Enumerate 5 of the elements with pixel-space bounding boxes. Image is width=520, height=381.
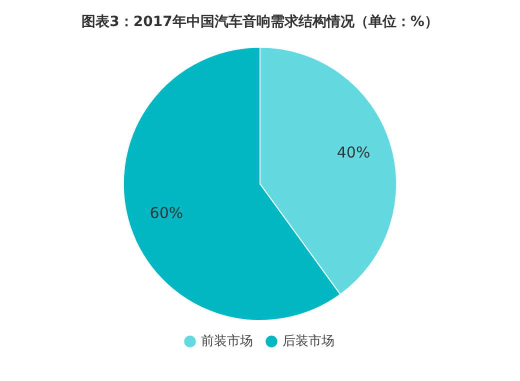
chart-title: 图表3：2017年中国汽车音响需求结构情况（单位：%） bbox=[82, 13, 438, 30]
legend-label: 前装市场 bbox=[201, 334, 253, 349]
legend-label: 后装市场 bbox=[282, 334, 334, 349]
data-label: 40% bbox=[336, 143, 370, 162]
data-label: 60% bbox=[150, 204, 184, 222]
